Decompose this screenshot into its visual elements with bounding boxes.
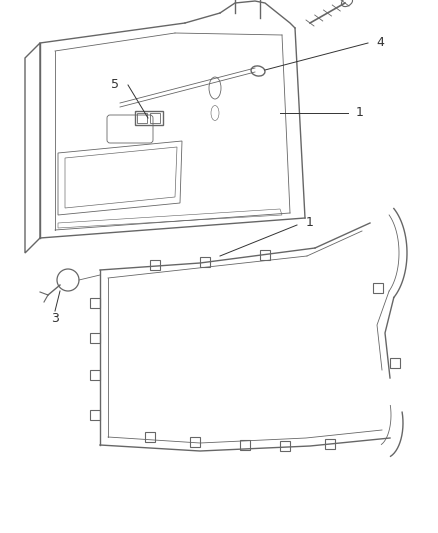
Bar [150, 260, 160, 270]
Text: 4: 4 [376, 36, 384, 50]
Bar [90, 298, 100, 308]
Bar [325, 439, 335, 449]
Text: 3: 3 [51, 311, 59, 325]
Bar [390, 358, 400, 368]
Bar [280, 441, 290, 451]
Bar [90, 333, 100, 343]
Bar [373, 283, 383, 293]
Text: 5: 5 [111, 78, 119, 92]
Bar [135, 111, 163, 125]
Bar [190, 437, 200, 447]
Bar [145, 432, 155, 442]
Text: 1: 1 [356, 107, 364, 119]
Bar [260, 250, 270, 260]
Bar [137, 113, 147, 123]
Bar [90, 370, 100, 380]
Bar [150, 113, 160, 123]
Bar [240, 440, 250, 450]
Text: 1: 1 [306, 216, 314, 230]
Bar [200, 257, 210, 267]
Bar [90, 410, 100, 420]
